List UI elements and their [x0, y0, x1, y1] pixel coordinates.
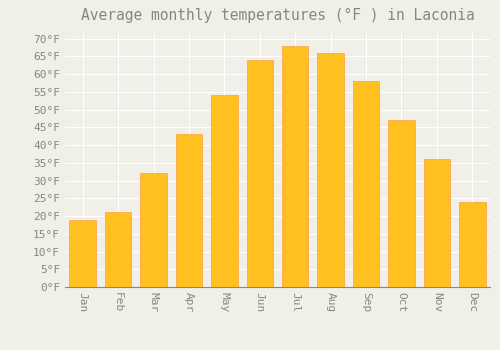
Bar [424, 159, 450, 287]
Bar [140, 174, 167, 287]
Bar [105, 212, 132, 287]
Bar [282, 46, 308, 287]
Bar [246, 60, 273, 287]
Bar [459, 202, 485, 287]
Bar [70, 219, 96, 287]
Title: Average monthly temperatures (°F ) in Laconia: Average monthly temperatures (°F ) in La… [80, 8, 474, 23]
Bar [318, 53, 344, 287]
Bar [211, 95, 238, 287]
Bar [176, 134, 202, 287]
Bar [388, 120, 414, 287]
Bar [353, 81, 380, 287]
